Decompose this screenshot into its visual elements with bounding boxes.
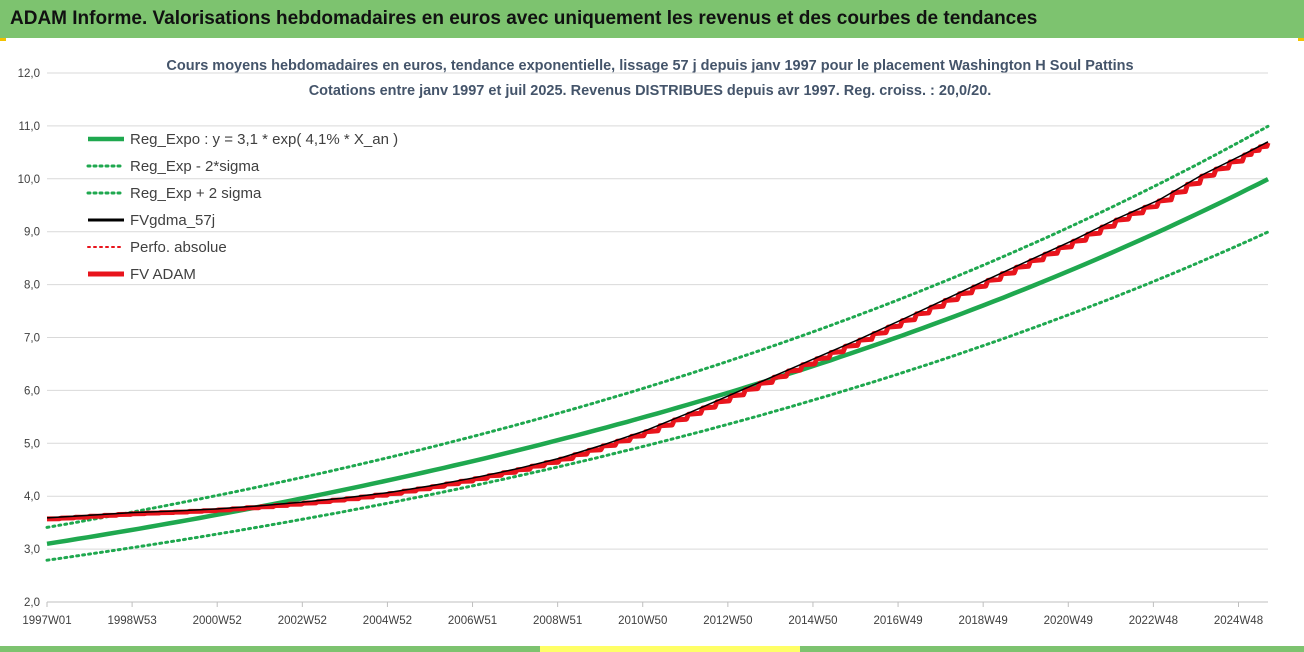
x-tick-label: 2016W49 [873,615,922,627]
series-line-perfo-absolue [46,142,1269,520]
bottom-highlight [540,646,800,652]
y-tick-label: 5,0 [24,438,40,450]
page-title: ADAM Informe. Valorisations hebdomadaire… [0,0,1304,38]
x-tick-label: 2010W50 [618,615,667,627]
series-line-reg-lower [45,230,1270,562]
x-tick-label: 2022W48 [1129,615,1178,627]
y-tick-label: 6,0 [24,385,40,397]
x-tick-label: 2024W48 [1214,615,1263,627]
corner-marker-left [0,38,6,41]
axes: 2,0 3,0 4,0 5,0 6,0 7,0 8,0 9,0 10,0 11,0 12,0 1997… [18,68,1268,627]
legend-label: FVgdma_57j [130,212,215,229]
x-tick-label: 1997W01 [22,615,71,627]
x-tick-label: 1998W53 [107,615,156,627]
y-tick-label: 4,0 [24,491,40,503]
plot-series [45,124,1271,562]
chart-title-line-2: Cotations entre janv 1997 et juil 2025. … [309,83,992,99]
legend-label: Reg_Expo : y = 3,1 * exp( 4,1% * X_an ) [130,131,398,148]
legend-label: Reg_Exp + 2 sigma [130,185,262,202]
y-tick-label: 8,0 [24,280,40,292]
series-line-reg-upper [45,124,1270,529]
y-tick-label: 11,0 [18,121,40,133]
chart-svg: Cours moyens hebdomadaires en euros, ten… [18,58,1271,627]
gridlines [47,72,1268,603]
x-tick-label: 2008W51 [533,615,582,627]
y-tick-label: 9,0 [24,227,40,239]
x-tick-label: 2018W49 [959,615,1008,627]
corner-marker-right [1298,38,1304,41]
y-tick-label: 7,0 [24,333,40,345]
x-tick-label: 2012W50 [703,615,752,627]
chart-title-line-1: Cours moyens hebdomadaires en euros, ten… [166,58,1133,74]
legend-label: FV ADAM [130,266,196,283]
legend-label: Reg_Exp - 2*sigma [130,158,260,175]
y-tick-label: 12,0 [18,68,40,80]
x-tick-label: 2020W49 [1044,615,1093,627]
x-tick-label: 2000W52 [193,615,242,627]
x-tick-label: 2004W52 [363,615,412,627]
y-tick-label: 3,0 [24,544,40,556]
y-tick-label: 10,0 [18,174,40,186]
x-tick-label: 2002W52 [278,615,327,627]
legend-label: Perfo. absolue [130,239,227,256]
x-tick-label: 2014W50 [788,615,837,627]
x-tick-label: 2006W51 [448,615,497,627]
y-tick-label: 2,0 [24,597,40,609]
series-line-fvgdma [46,141,1269,519]
legend: Reg_Expo : y = 3,1 * exp( 4,1% * X_an ) R… [86,131,398,283]
